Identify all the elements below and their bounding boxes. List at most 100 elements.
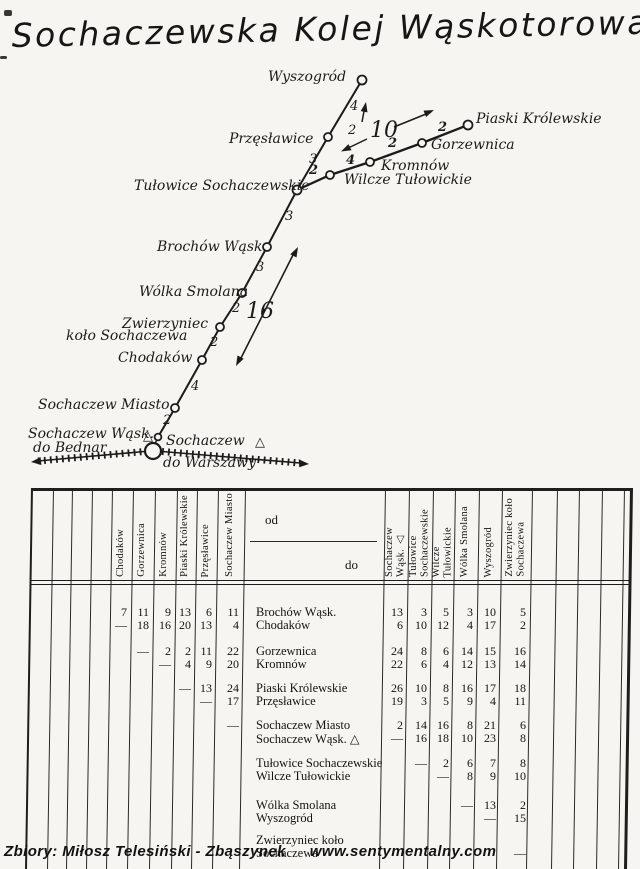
cell: 19 [391,694,403,708]
cell: 13 [484,657,496,671]
cell: 9 [467,694,473,708]
cell [110,769,131,784]
segment-distance: 2 [387,136,397,151]
segment-distance: 2 [308,163,318,178]
station-marker-gorzewnica [417,138,427,148]
cell [407,769,431,784]
cell: 2 [185,644,191,658]
column-header-label: Wyszogród [482,526,494,577]
station-label-brochow: Brochów Wąsk. [156,239,267,255]
station-marker-chodakow [197,355,207,365]
station-label-gorzewnica: Gorzewnica [431,137,515,153]
table-row: — 17 Przęsławice 19 3 5 9 4 11 [110,694,530,709]
cell: 12 [437,618,449,632]
cell [453,811,477,826]
station-label-piaski: Piaski Królewskie [475,111,602,127]
cell: 8 [467,769,473,783]
cell: 6 [443,644,449,658]
cell: 9 [206,657,212,671]
segment-distance: 2 [347,123,356,138]
station-to: Przęsławice [256,694,316,708]
segment-distance: 4 [349,99,358,114]
segment-distance: 2 [437,120,447,135]
cell: 14 [415,718,427,732]
cell: 11 [200,644,212,658]
station-from: Wólka Smolana [256,798,337,812]
table-row: Wólka Smolana — 13 2 [110,798,530,813]
cell: 18 [137,618,149,632]
table-row: — 4 9 20 Kromnów 22 6 4 12 13 14 [110,657,530,672]
station-marker-zwierzyniec [215,322,225,332]
cell: — [415,756,427,770]
cell [153,731,175,747]
cell: 4 [490,694,496,708]
segment-distance: 2 [231,301,240,316]
cell: 10 [461,731,473,745]
cell [216,811,243,826]
column-header-tulowice: Tułowice Sochaczewskie [407,492,431,577]
station-label-tulowice: Tułowice Sochaczewskie [134,178,310,194]
station-marker-tulowice [291,184,303,196]
table-row: — Sochaczew Miasto 2 14 16 8 21 6 [110,718,530,733]
cell: 3 [467,605,473,619]
station-from: Piaski Królewskie [256,681,348,695]
column-header-gorzewnica: Gorzewnica [131,492,153,577]
cell [216,731,243,747]
station-label-wyszogrod: Wyszogród [268,69,346,85]
column-header-kromnow: Kromnów [153,492,175,577]
column-header-sochaczew-miasto: Sochaczew Miasto [216,492,243,577]
cell [153,769,175,784]
do-label: do [345,557,358,572]
cell: 20 [227,657,239,671]
cell: 16 [461,681,473,695]
cell [175,811,195,826]
distance-table: Chodaków Gorzewnica Kromnów Piaski Króle… [25,488,634,869]
column-header-label: Zwierzyniec koło Sochaczewa [503,498,527,577]
station-marker-wilcze [325,170,335,180]
column-header-wyszogrod: Wyszogród [477,492,500,577]
cell: 2 [443,756,449,770]
cell: 7 [121,605,127,619]
cell: 6 [397,618,403,632]
cell [407,811,431,826]
station-to: Wilcze Tułowickie [256,769,351,783]
segment-distance: 4 [346,153,355,168]
cell: 6 [467,756,473,770]
table-row: 7 11 9 13 6 11 Brochów Wąsk. 13 3 5 3 10 5 [110,605,530,620]
cell: 3 [421,605,427,619]
total-distance-main: 16 [246,299,274,324]
cell: — [484,811,496,825]
cell: — [137,644,149,658]
cell: 17 [227,694,239,708]
station-label-kromnow: Kromnów [380,158,449,174]
cell: 11 [514,694,526,708]
cell [431,811,453,826]
cell [110,811,131,826]
table-row: Sochaczew Wąsk. △ — 16 18 10 23 8 [110,731,530,747]
station-label-chodakow: Chodaków [118,350,192,366]
cell [110,657,131,672]
cell: 13 [484,798,496,812]
station-label-sochaczew: Sochaczew [166,433,245,449]
cell [131,731,153,747]
column-header-zwierzyniec: Zwierzyniec koło Sochaczewa [500,492,530,577]
cell: 2 [397,718,403,732]
cell: 16 [415,731,427,745]
segment-distance: 4 [190,379,199,394]
station-marker-brochow [262,242,272,252]
cell: — [159,657,171,671]
cell [131,657,153,672]
triangle-icon: △ [143,429,153,444]
station-to: Sochaczewa [256,846,318,860]
cell [383,769,407,784]
column-header-chodakow: Chodaków [110,492,131,577]
station-label-zwierzyniec-line1: Zwierzyniec [121,316,208,332]
span-arrow-16 [236,247,298,366]
station-from: Sochaczew Miasto [256,718,351,732]
column-header-label: Kromnów [158,532,170,577]
column-header-piaski: Piaski Królewskie [175,492,195,577]
cell: — [200,694,212,708]
column-header-label: Wilcze Tułowickie [430,526,454,577]
column-header-przeslawice: Przęsławice [195,492,216,577]
cell [175,731,195,747]
